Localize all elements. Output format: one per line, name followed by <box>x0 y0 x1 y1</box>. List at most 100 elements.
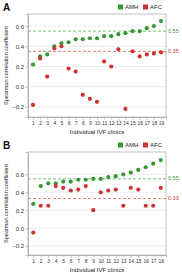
x-axis: 123456789101112131415161718 <box>29 255 167 264</box>
x-tick: 18 <box>152 117 158 126</box>
grid-line <box>28 246 166 247</box>
panel: 12345678910111213141516171819−0.20.00.20… <box>3 2 179 135</box>
point <box>145 52 149 56</box>
point <box>54 184 58 188</box>
point <box>151 204 155 208</box>
legend-item: AMH <box>118 142 138 148</box>
panel-title: A <box>3 2 10 13</box>
point <box>45 52 49 56</box>
x-tick-label: 14 <box>128 258 134 264</box>
x-tick-label: 19 <box>159 120 165 126</box>
point <box>46 181 50 185</box>
y-tick: 0.6 <box>16 172 28 178</box>
grid-line <box>28 46 166 47</box>
y-tick-mark <box>26 174 29 175</box>
grid-line <box>28 66 166 67</box>
legend: AMHAFC <box>118 4 163 10</box>
x-tick-label: 5 <box>61 120 64 126</box>
point <box>66 66 70 70</box>
x-tick-label: 4 <box>53 120 56 126</box>
legend-swatch <box>118 143 123 148</box>
point <box>99 190 103 194</box>
y-tick: 0.0 <box>16 226 28 232</box>
x-tick-label: 16 <box>143 258 149 264</box>
point <box>123 107 127 111</box>
point <box>38 56 42 60</box>
x-tick-label: 7 <box>75 120 78 126</box>
legend-item: AFC <box>143 4 163 10</box>
mean-line <box>28 51 166 52</box>
y-tick-mark <box>26 67 29 68</box>
series-points <box>31 158 163 206</box>
point <box>159 186 163 190</box>
mean-label: 0.33 <box>168 195 179 201</box>
y-tick: 0.4 <box>16 190 28 196</box>
x-tick-label: 9 <box>92 258 95 264</box>
x-tick-label: 18 <box>152 120 158 126</box>
series-points <box>31 19 163 67</box>
point <box>123 31 127 35</box>
x-tick-label: 8 <box>85 258 88 264</box>
legend-label: AMH <box>125 142 138 148</box>
point <box>144 165 148 169</box>
point <box>39 184 43 188</box>
x-tick-label: 2 <box>39 120 42 126</box>
point <box>159 19 163 23</box>
x-tick-label: 3 <box>46 120 49 126</box>
x-tick-label: 15 <box>130 120 136 126</box>
y-tick: 0.0 <box>16 84 28 90</box>
y-tick-mark <box>26 87 29 88</box>
x-tick: 13 <box>121 255 127 264</box>
y-axis: −0.20.00.20.40.6 <box>12 153 28 256</box>
grid-line <box>28 86 166 87</box>
point <box>66 40 70 44</box>
x-tick-label: 17 <box>145 120 151 126</box>
x-tick: 15 <box>130 117 136 126</box>
x-tick-label: 3 <box>47 258 50 264</box>
point <box>76 188 80 192</box>
point <box>121 172 125 176</box>
point <box>121 204 125 208</box>
legend-swatch <box>143 5 148 10</box>
point <box>52 46 56 50</box>
grid-line <box>28 106 166 107</box>
point <box>138 29 142 33</box>
x-tick: 16 <box>143 255 149 264</box>
point <box>102 34 106 38</box>
point <box>152 51 156 55</box>
point <box>136 168 140 172</box>
x-axis: 12345678910111213141516171819 <box>29 117 167 126</box>
x-tick: 9 <box>92 255 95 264</box>
point <box>138 54 142 58</box>
y-axis-title: Spearman correlation coefficient <box>3 26 9 105</box>
point <box>151 162 155 166</box>
x-tick: 16 <box>137 117 143 126</box>
point <box>106 188 110 192</box>
x-tick: 17 <box>151 255 157 264</box>
panel-title: B <box>3 140 10 151</box>
point <box>95 36 99 40</box>
y-tick: 0.2 <box>16 64 28 70</box>
x-tick-label: 12 <box>109 120 115 126</box>
x-tick: 2 <box>39 117 42 126</box>
x-tick: 15 <box>136 255 142 264</box>
y-tick-label: −0.2 <box>12 104 25 110</box>
point <box>152 24 156 28</box>
x-tick-label: 6 <box>68 120 71 126</box>
point <box>88 97 92 101</box>
grid-line <box>28 174 166 175</box>
x-tick-label: 11 <box>102 120 107 126</box>
legend: AMHAFC <box>118 142 163 148</box>
y-tick-label: 0.6 <box>16 24 25 30</box>
chart-root: 12345678910111213141516171819−0.20.00.20… <box>0 0 182 276</box>
x-tick-label: 18 <box>158 258 164 264</box>
x-tick-label: 5 <box>62 258 65 264</box>
point <box>31 62 35 66</box>
y-tick-mark <box>26 246 29 247</box>
plot-frame <box>28 14 166 117</box>
x-tick: 7 <box>77 255 80 264</box>
legend-swatch <box>118 5 123 10</box>
x-tick: 17 <box>145 117 151 126</box>
x-tick-label: 9 <box>89 120 92 126</box>
x-tick: 10 <box>95 117 101 126</box>
